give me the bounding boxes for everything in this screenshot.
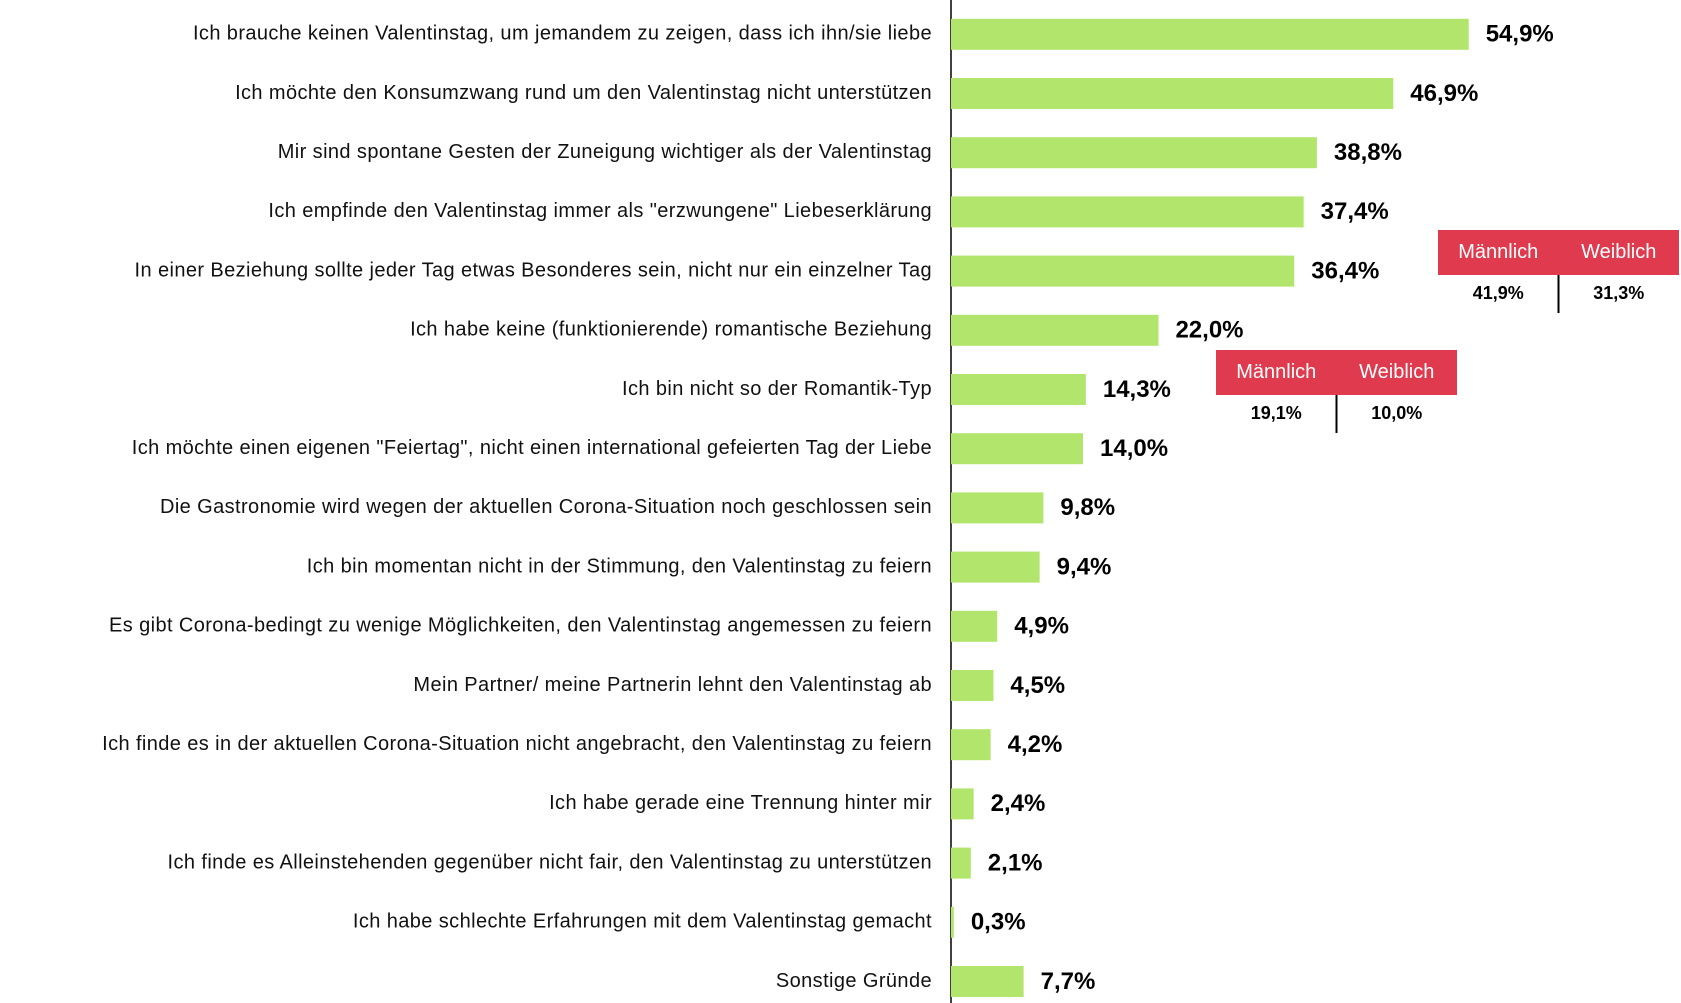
category-label: Es gibt Corona-bedingt zu wenige Möglich…: [109, 615, 932, 637]
value-label: 0,3%: [971, 909, 1026, 936]
bar: [951, 847, 971, 879]
bar: [951, 137, 1317, 169]
category-label: Ich habe gerade eine Trennung hinter mir: [549, 792, 932, 814]
bar: [951, 314, 1159, 346]
annotation-value: 31,3%: [1593, 283, 1644, 303]
category-label: Ich brauche keinen Valentinstag, um jema…: [193, 23, 932, 45]
bar: [951, 551, 1040, 583]
bar: [951, 374, 1086, 405]
category-label: Ich möchte einen eigenen "Feiertag", nic…: [132, 437, 932, 459]
bar: [951, 788, 974, 820]
value-label: 14,0%: [1100, 435, 1168, 462]
category-label: Ich habe schlechte Erfahrungen mit dem V…: [353, 911, 932, 933]
value-label: 54,9%: [1486, 21, 1554, 48]
value-label: 4,9%: [1014, 613, 1069, 640]
category-label: Ich bin momentan nicht in der Stimmung, …: [307, 555, 932, 577]
value-label: 2,4%: [991, 790, 1046, 817]
value-label: 38,8%: [1334, 139, 1402, 166]
bar: [951, 18, 1469, 50]
bar: [951, 78, 1394, 109]
annotation-label: Männlich: [1236, 361, 1316, 383]
annotation-box: [1438, 230, 1679, 275]
bar: [951, 492, 1044, 524]
value-label: 4,2%: [1008, 731, 1063, 758]
category-label: Ich bin nicht so der Romantik-Typ: [622, 378, 932, 400]
annotation-value: 19,1%: [1251, 403, 1302, 423]
annotation-label: Weiblich: [1359, 361, 1434, 383]
category-label: Mir sind spontane Gesten der Zuneigung w…: [278, 141, 932, 163]
value-label: 7,7%: [1041, 968, 1096, 995]
category-label: Ich habe keine (funktionierende) romanti…: [410, 319, 932, 341]
bar: [951, 255, 1295, 287]
annotation-box: [1216, 350, 1457, 395]
value-label: 37,4%: [1321, 198, 1389, 225]
bar: [951, 433, 1084, 465]
category-label: Ich finde es in der aktuellen Corona-Sit…: [102, 733, 932, 755]
category-label: Ich möchte den Konsumzwang rund um den V…: [235, 82, 932, 104]
bar: [951, 906, 954, 938]
annotation-label: Männlich: [1458, 241, 1538, 263]
value-label: 46,9%: [1410, 80, 1478, 107]
value-label: 9,4%: [1057, 553, 1112, 580]
value-label: 22,0%: [1175, 317, 1243, 344]
annotation-value: 10,0%: [1371, 403, 1422, 423]
category-label: Ich finde es Alleinstehenden gegenüber n…: [168, 851, 932, 873]
bar: [951, 966, 1024, 997]
category-label: Sonstige Gründe: [776, 970, 932, 992]
value-label: 14,3%: [1103, 376, 1171, 403]
value-label: 36,4%: [1311, 257, 1379, 284]
value-label: 2,1%: [988, 849, 1043, 876]
bar: [951, 670, 994, 701]
category-label: Mein Partner/ meine Partnerin lehnt den …: [413, 674, 932, 696]
value-label: 9,8%: [1060, 494, 1115, 521]
annotation-label: Weiblich: [1581, 241, 1656, 263]
bar: [951, 610, 998, 642]
value-label: 4,5%: [1010, 672, 1065, 699]
annotation-value: 41,9%: [1473, 283, 1524, 303]
category-label: Die Gastronomie wird wegen der aktuellen…: [160, 496, 932, 518]
category-label: In einer Beziehung sollte jeder Tag etwa…: [135, 259, 932, 281]
bar: [951, 196, 1304, 228]
bar: [951, 729, 991, 761]
category-label: Ich empfinde den Valentinstag immer als …: [268, 200, 932, 222]
